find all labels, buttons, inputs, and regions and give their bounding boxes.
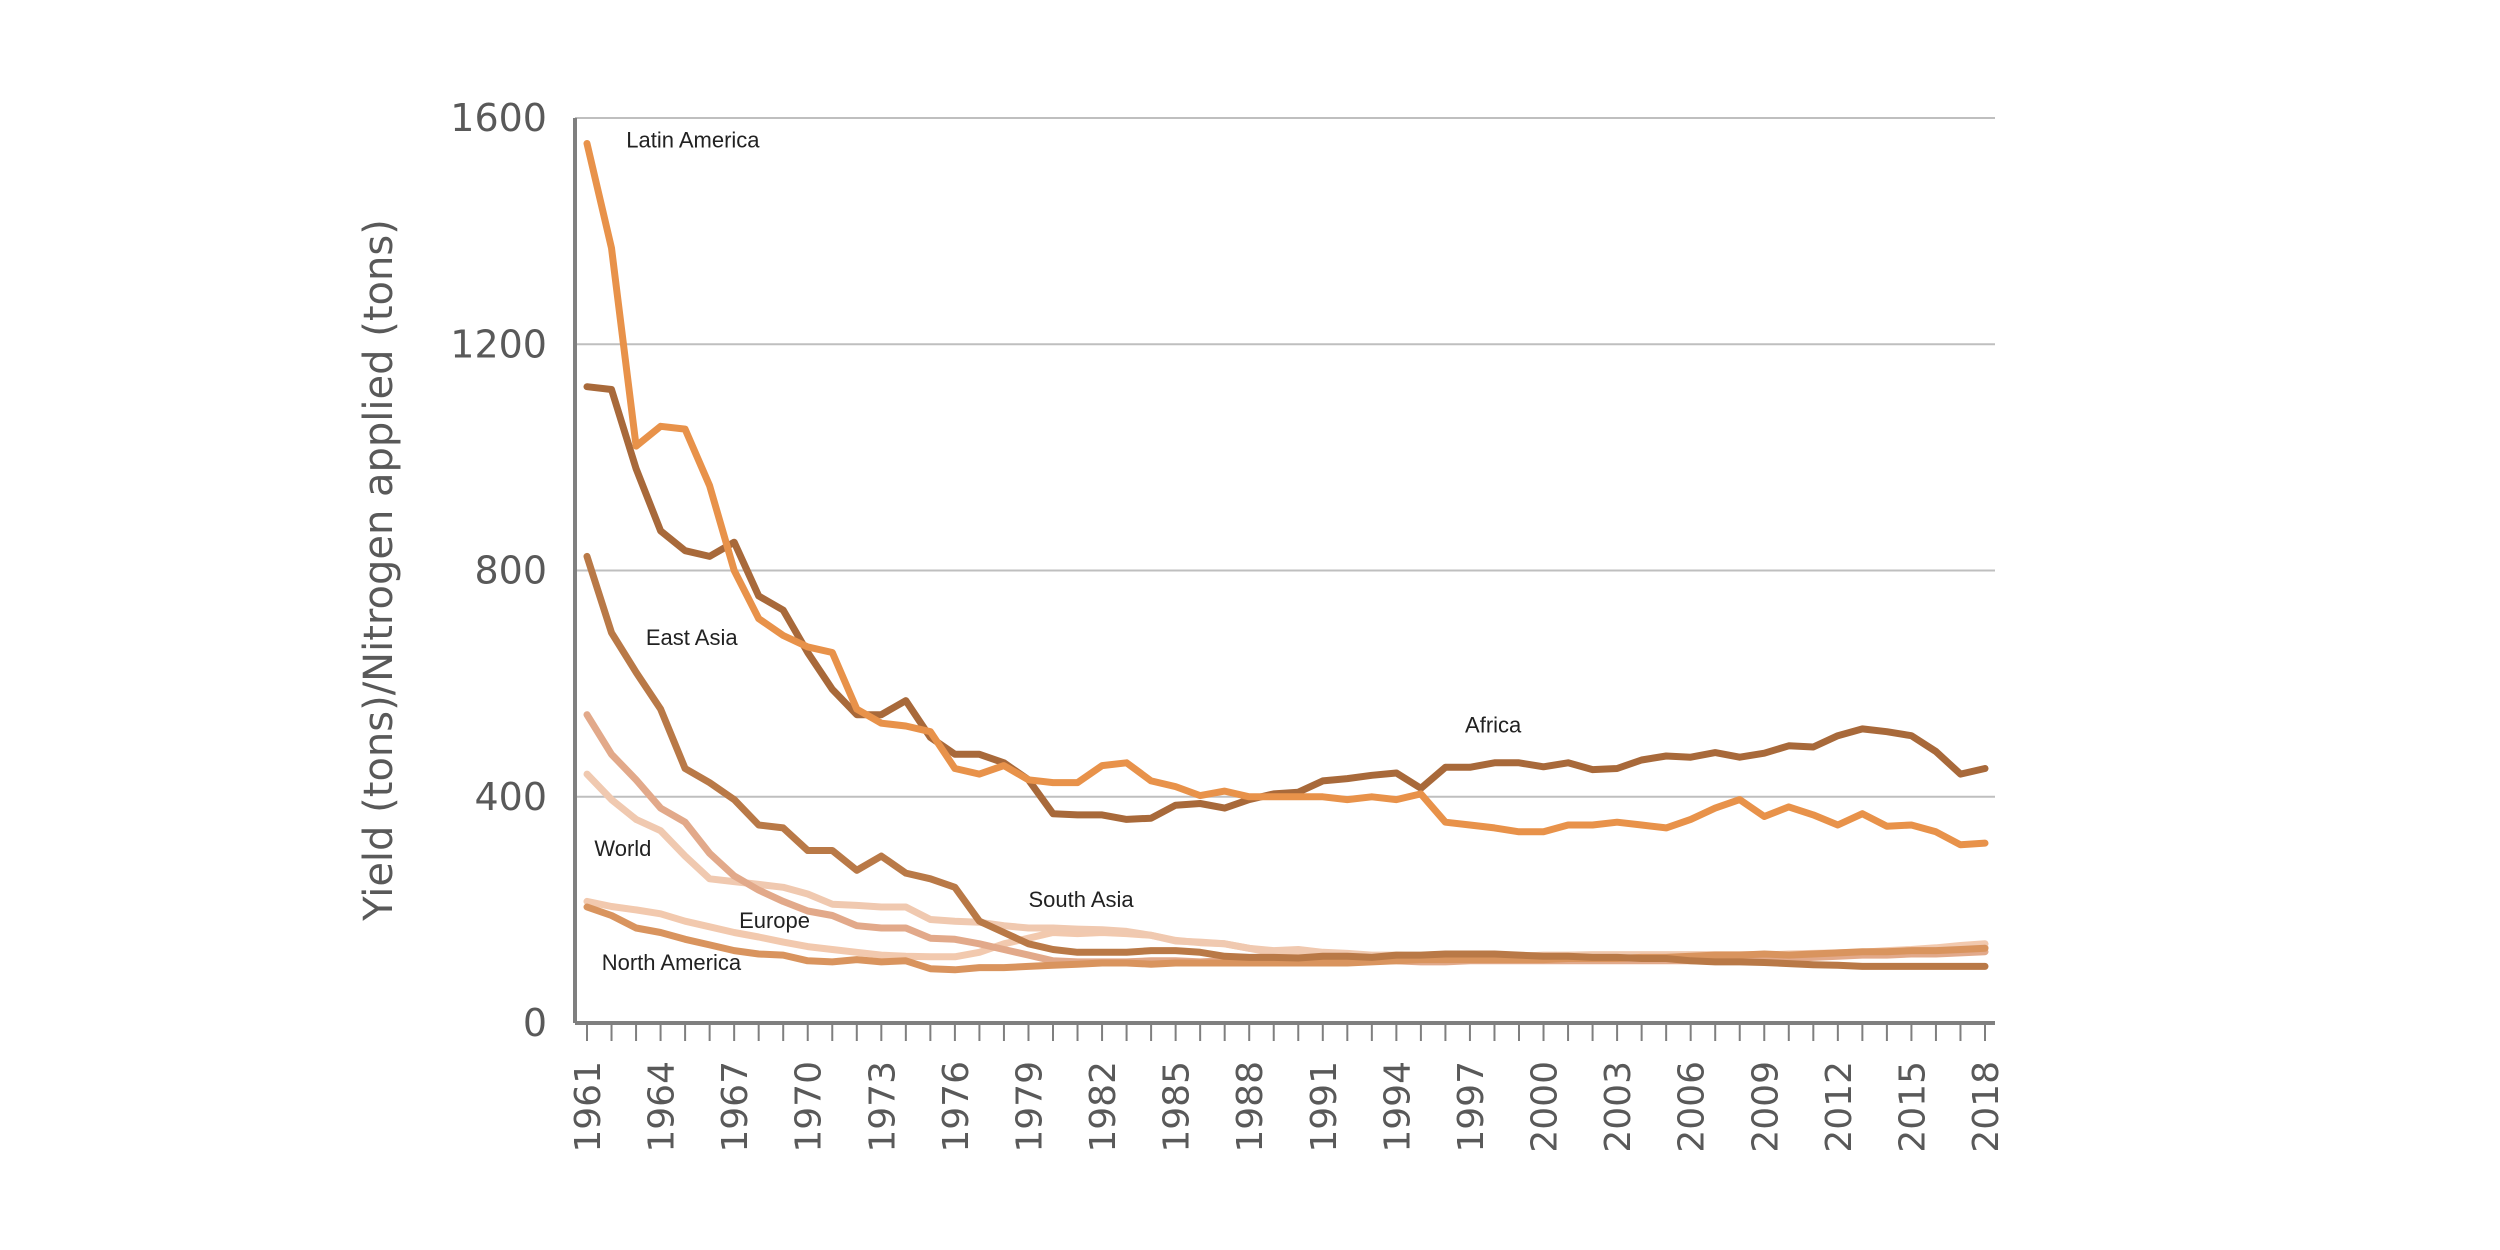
series-label: Europe [739, 908, 810, 933]
series-line-east-asia [583, 552, 1989, 970]
x-tick-label: 1979 [1009, 1061, 1050, 1153]
x-tick-label: 1967 [715, 1061, 756, 1153]
series-label: North America [602, 950, 742, 975]
x-tick-label: 1973 [862, 1061, 903, 1153]
x-tick-label: 2009 [1745, 1061, 1786, 1153]
series-line-latin-america [583, 140, 1989, 849]
x-tick-label: 2015 [1892, 1061, 1933, 1153]
x-tick-label: 2006 [1672, 1061, 1713, 1153]
x-tick-label: 1994 [1377, 1061, 1418, 1153]
y-tick-label: 0 [523, 1001, 547, 1045]
grid-lines [575, 117, 1995, 798]
series-labels: Latin America East Asia World Europe North A… [594, 127, 1522, 974]
series-label: Latin America [626, 127, 760, 152]
x-tick-label: 1997 [1451, 1061, 1492, 1153]
series-label: World [594, 836, 651, 861]
x-tick-label: 2003 [1598, 1061, 1639, 1153]
x-tick-label: 1982 [1083, 1061, 1124, 1153]
x-tick-label: 1976 [936, 1061, 977, 1153]
x-tick-label: 2018 [1966, 1061, 2007, 1153]
x-tick-label: 1985 [1157, 1061, 1198, 1153]
series-line-africa [583, 383, 1989, 823]
x-tick-label: 1988 [1230, 1061, 1271, 1153]
series-label: East Asia [646, 625, 738, 650]
series-line-north-america [583, 903, 1989, 974]
x-tick-label: 1961 [568, 1061, 609, 1153]
x-tick-label: 1991 [1304, 1061, 1345, 1153]
y-axis-label: Yield (tons)/Nitrogen applied (tons) [356, 219, 402, 922]
x-tick-labels: 1961 1964 1967 1970 1973 1976 1979 1982 1985 1988… [568, 1061, 2007, 1153]
y-tick-labels: 0 400 800 1200 1600 [450, 96, 547, 1045]
x-tick-label: 1970 [789, 1061, 830, 1153]
axes [573, 118, 1995, 1041]
x-tick-label: 1964 [642, 1061, 683, 1153]
series-lines [583, 140, 1989, 974]
y-tick-label: 800 [474, 549, 547, 593]
y-tick-label: 1200 [450, 322, 547, 366]
y-tick-label: 400 [474, 775, 547, 819]
series-label: Africa [1465, 712, 1522, 737]
x-tick-label: 2000 [1525, 1061, 1566, 1153]
y-tick-label: 1600 [450, 96, 547, 140]
x-tick-label: 2012 [1819, 1061, 1860, 1153]
series-label: South Asia [1028, 887, 1134, 912]
